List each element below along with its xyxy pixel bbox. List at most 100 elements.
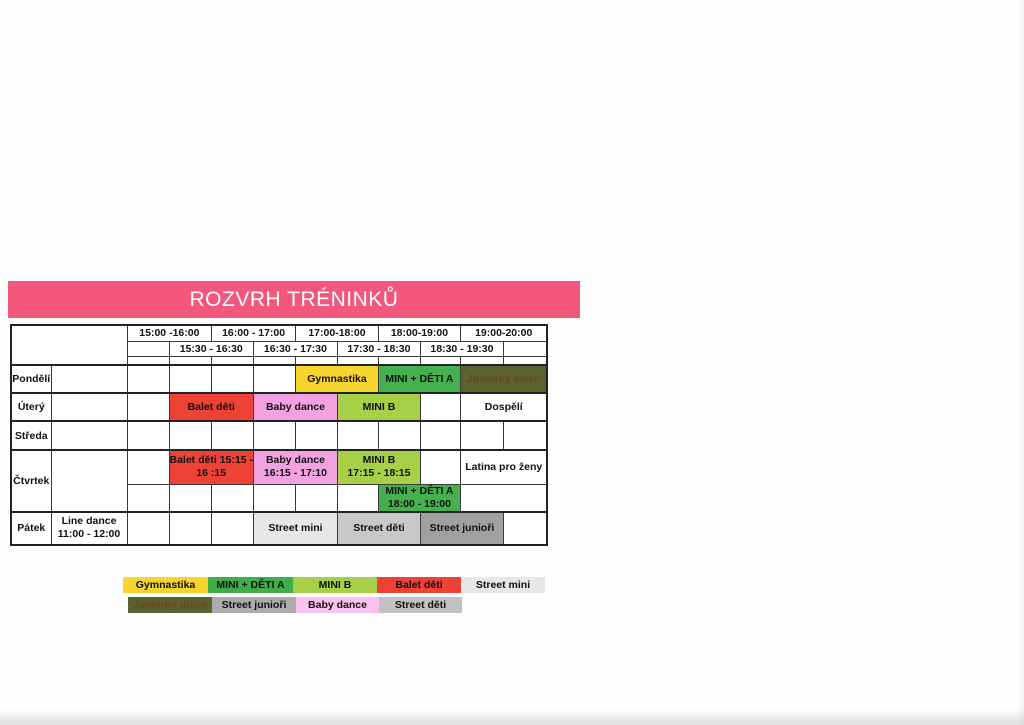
empty-cell	[336, 420, 379, 451]
empty-cell	[419, 355, 461, 366]
page-title: ROZVRH TRÉNINKŮ	[189, 287, 399, 311]
header-corner-cell	[10, 324, 128, 366]
time-header: 16:00 - 17:00	[211, 324, 296, 342]
empty-cell	[211, 420, 254, 451]
cell-baby-dance-thursday: Baby dance 16:15 - 17:10	[252, 449, 338, 485]
cell-street-juniori: Street junioři	[419, 510, 504, 546]
empty-cell	[168, 483, 213, 513]
empty-cell	[419, 449, 461, 485]
day-label-monday: Pondělí	[10, 364, 52, 394]
empty-cell	[168, 355, 213, 366]
empty-cell	[252, 364, 296, 394]
cell-line: 18:00 - 19:00	[387, 497, 451, 510]
empty-cell	[459, 483, 548, 513]
empty-cell	[211, 510, 254, 546]
time-header: 17:00-18:00	[294, 324, 379, 342]
empty-cell	[211, 483, 254, 513]
header-row-halfhours: 15:30 - 16:30 16:30 - 17:30 17:30 - 18:3…	[11, 340, 548, 357]
cell-mini-deti-a: MINI + DĚTI A	[377, 364, 461, 394]
row-tuesday: Úterý Balet děti Baby dance MINI B Dospě…	[10, 392, 548, 422]
cell-juniorky-disco: Juniorky disco	[459, 364, 548, 394]
header-row-hours: 15:00 -16:00 16:00 - 17:00 17:00-18:00 1…	[10, 324, 548, 366]
schedule-title-banner: ROZVRH TRÉNINKŮ	[8, 281, 580, 318]
empty-cell	[126, 364, 170, 394]
cell-street-mini: Street mini	[252, 510, 338, 546]
empty-cell	[336, 355, 379, 366]
empty-cell	[126, 355, 170, 366]
legend-gymnastika: Gymnastika	[123, 577, 208, 593]
empty-cell	[336, 483, 379, 513]
empty-cell	[377, 420, 421, 451]
empty-cell	[252, 355, 296, 366]
empty-cell	[252, 420, 296, 451]
cell-baby-dance: Baby dance	[252, 392, 338, 422]
empty-cell	[50, 420, 128, 451]
cell-balet-deti: Balet děti	[168, 392, 254, 422]
empty-cell	[50, 364, 128, 394]
cell-line: Balet děti 15:15 -	[169, 454, 253, 467]
row-wednesday: Středa	[10, 420, 548, 451]
cell-line-dance: Line dance 11:00 - 12:00	[50, 510, 128, 546]
cell-line: 11:00 - 12:00	[57, 528, 121, 541]
day-label-thursday: Čtvrtek	[10, 449, 52, 513]
cell-line: 16 :15	[196, 467, 227, 480]
time-header: 15:30 - 16:30	[168, 340, 254, 357]
empty-cell	[252, 483, 296, 513]
empty-cell	[50, 392, 128, 422]
empty-cell	[459, 420, 504, 451]
legend-mini-deti-a: MINI + DĚTI A	[208, 577, 293, 593]
empty-cell	[502, 420, 548, 451]
empty-cell	[502, 355, 548, 366]
time-header: 18:00-19:00	[377, 324, 461, 342]
cell-street-deti: Street děti	[336, 510, 421, 546]
cell-line: Line dance	[61, 515, 117, 528]
empty-cell	[168, 420, 213, 451]
cell-line: MINI B	[362, 454, 396, 467]
empty-cell	[50, 449, 128, 513]
empty-cell	[126, 340, 170, 357]
empty-cell	[294, 355, 338, 366]
cell-gymnastika: Gymnastika	[294, 364, 379, 394]
legend-balet-deti: Balet děti	[377, 577, 461, 593]
legend-juniorky-disco: Juniorky disco	[128, 597, 212, 613]
time-header: 16:30 - 17:30	[252, 340, 338, 357]
day-label-wednesday: Středa	[10, 420, 52, 451]
empty-cell	[168, 510, 213, 546]
cell-line: MINI + DĚTI A	[385, 484, 454, 497]
row-thursday-b: MINI + DĚTI A 18:00 - 19:00	[11, 483, 548, 513]
legend-street-juniori: Street junioři	[212, 597, 296, 613]
empty-cell	[502, 510, 548, 546]
row-thursday-a: Čtvrtek Balet děti 15:15 - 16 :15 Baby d…	[10, 449, 548, 513]
empty-cell	[126, 420, 170, 451]
row-friday: Pátek Line dance 11:00 - 12:00 Street mi…	[10, 510, 548, 546]
legend-baby-dance: Baby dance	[296, 597, 379, 613]
cell-mini-deti-a-thursday: MINI + DĚTI A 18:00 - 19:00	[377, 483, 461, 513]
empty-cell	[126, 449, 170, 485]
empty-cell	[377, 355, 421, 366]
scan-edge-shadow	[0, 709, 1024, 725]
cell-line: Baby dance	[265, 454, 325, 467]
empty-cell	[502, 340, 548, 357]
scan-edge-shadow	[1018, 0, 1024, 725]
cell-balet-deti-thursday: Balet děti 15:15 - 16 :15	[168, 449, 254, 485]
training-schedule-table: 15:00 -16:00 16:00 - 17:00 17:00-18:00 1…	[10, 324, 549, 546]
empty-cell	[419, 392, 461, 422]
time-header: 18:30 - 19:30	[419, 340, 504, 357]
cell-mini-b: MINI B	[336, 392, 421, 422]
cell-mini-b-thursday: MINI B 17:15 - 18:15	[336, 449, 421, 485]
legend-mini-b: MINI B	[293, 577, 377, 593]
time-header: 19:00-20:00	[459, 324, 548, 342]
empty-cell	[126, 483, 170, 513]
empty-cell	[211, 364, 254, 394]
empty-cell	[211, 355, 254, 366]
day-label-friday: Pátek	[10, 510, 52, 546]
empty-cell	[294, 420, 338, 451]
empty-cell	[294, 483, 338, 513]
row-monday: Pondělí Gymnastika MINI + DĚTI A Juniork…	[10, 364, 548, 394]
empty-cell	[168, 364, 213, 394]
time-header: 15:00 -16:00	[126, 324, 213, 342]
time-header: 17:30 - 18:30	[336, 340, 421, 357]
empty-cell	[126, 392, 170, 422]
day-label-tuesday: Úterý	[10, 392, 52, 422]
empty-cell	[126, 510, 170, 546]
